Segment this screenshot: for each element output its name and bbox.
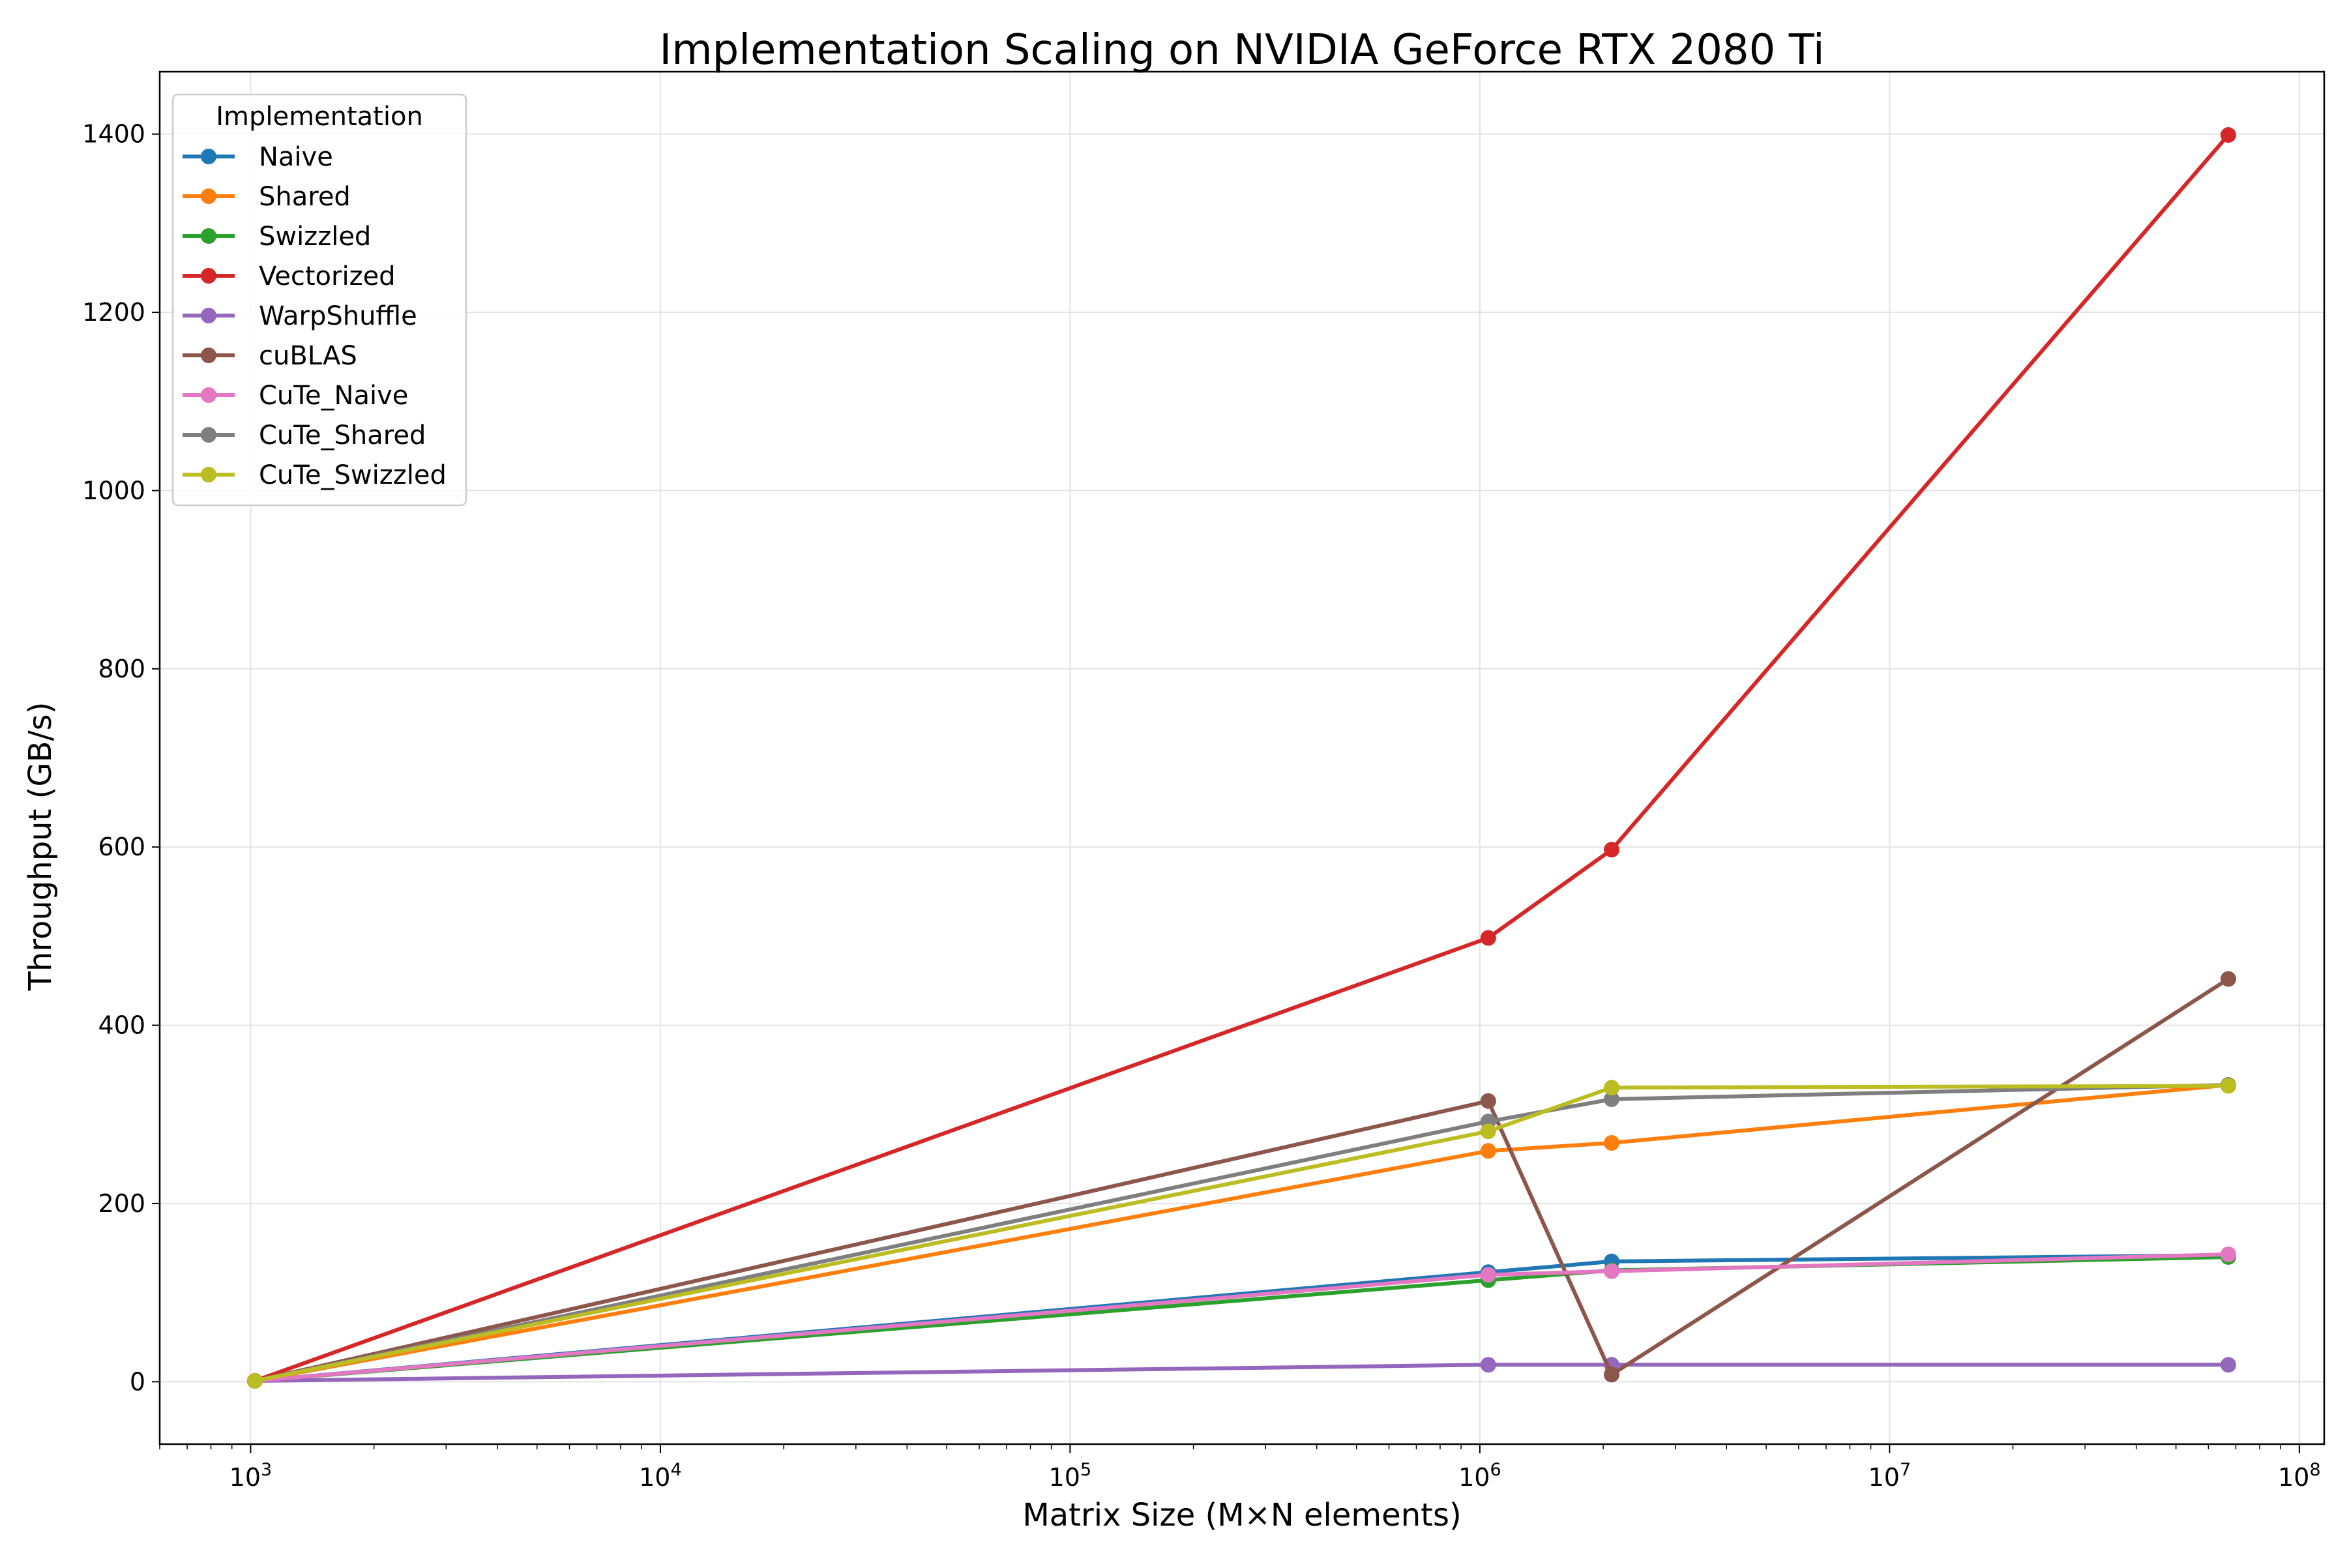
x-tick-layer: 103 104 105 106 107 108 xyxy=(159,1444,2321,1492)
y-tick-label: 1200 xyxy=(82,298,145,327)
y-tick-label: 200 xyxy=(98,1189,145,1218)
y-tick-label: 1400 xyxy=(82,120,145,149)
y-tick-layer: 0 200 400 600 800 1000 1200 1400 xyxy=(82,120,160,1396)
data-point xyxy=(1604,1367,1620,1383)
legend-swatch-marker xyxy=(201,387,216,403)
legend-label: Naive xyxy=(259,142,333,172)
x-tick-exponent: 4 xyxy=(670,1460,681,1480)
x-tick-label: 108 xyxy=(2278,1460,2321,1492)
x-axis-label: Matrix Size (M×N elements) xyxy=(1022,1497,1461,1533)
data-point xyxy=(1604,842,1620,858)
x-tick-label: 105 xyxy=(1049,1460,1092,1492)
legend-swatch-marker xyxy=(201,467,216,482)
data-point xyxy=(2220,1078,2236,1094)
legend-label: WarpShuffle xyxy=(259,301,417,331)
legend-item: Shared xyxy=(183,182,351,212)
x-tick-base: 10 xyxy=(1049,1463,1080,1492)
legend-swatch-marker xyxy=(201,427,216,443)
legend-swatch-marker xyxy=(201,348,216,363)
series-line xyxy=(252,1083,2230,1383)
x-tick-base: 10 xyxy=(2278,1463,2309,1492)
legend-items: Naive Shared Swizzled Vectorized WarpShuffle… xyxy=(183,142,447,490)
data-point xyxy=(2220,127,2236,143)
data-point xyxy=(2220,1246,2236,1262)
x-tick-label: 103 xyxy=(229,1460,273,1492)
series-line xyxy=(252,977,2230,1383)
legend: Implementation Naive Shared Swizzled Vector… xyxy=(171,93,467,507)
y-tick-label: 600 xyxy=(98,833,145,861)
series-line xyxy=(252,1363,2230,1383)
data-point xyxy=(2220,971,2236,987)
legend-item: CuTe_Naive xyxy=(183,381,408,411)
legend-item: Vectorized xyxy=(183,261,396,291)
data-point xyxy=(1480,1357,1496,1373)
x-tick-exponent: 5 xyxy=(1080,1460,1091,1480)
series-line xyxy=(252,1084,2230,1383)
data-point xyxy=(1480,930,1496,946)
legend-swatch-marker xyxy=(201,308,216,323)
legend-label: CuTe_Shared xyxy=(259,421,426,451)
x-tick-base: 10 xyxy=(1868,1463,1900,1492)
legend-label: Swizzled xyxy=(259,222,371,252)
data-point xyxy=(1604,1080,1620,1096)
data-point xyxy=(1480,1123,1496,1140)
series-layer xyxy=(246,127,2236,1389)
legend-swatch-marker xyxy=(201,188,216,204)
legend-swatch-marker xyxy=(201,268,216,284)
series-line xyxy=(252,1252,2230,1383)
y-axis-label: Throughput (GB/s) xyxy=(22,702,59,992)
x-tick-exponent: 3 xyxy=(261,1460,272,1480)
legend-swatch-marker xyxy=(201,149,216,164)
x-tick-exponent: 8 xyxy=(2309,1460,2320,1480)
x-tick-label: 104 xyxy=(639,1460,682,1492)
x-tick-label: 107 xyxy=(1868,1460,1912,1492)
legend-label: Vectorized xyxy=(259,261,396,291)
legend-item: cuBLAS xyxy=(183,341,357,371)
legend-label: cuBLAS xyxy=(259,341,357,371)
data-point xyxy=(1480,1143,1496,1159)
data-point xyxy=(1604,1091,1620,1108)
legend-item: CuTe_Shared xyxy=(183,421,426,451)
series-line xyxy=(252,133,2230,1383)
y-tick-label: 1000 xyxy=(82,476,145,505)
legend-label: CuTe_Swizzled xyxy=(259,460,447,490)
y-tick-label: 0 xyxy=(130,1367,145,1396)
data-point xyxy=(1480,1267,1496,1283)
x-tick-exponent: 7 xyxy=(1900,1460,1911,1480)
legend-item: Naive xyxy=(183,142,333,172)
x-tick-base: 10 xyxy=(1458,1463,1490,1492)
y-tick-label: 800 xyxy=(98,655,145,683)
legend-item: WarpShuffle xyxy=(183,301,417,331)
x-tick-label: 106 xyxy=(1458,1460,1501,1492)
series-cute-swizzled xyxy=(246,1078,2236,1389)
legend-label: CuTe_Naive xyxy=(259,381,408,411)
y-tick-label: 400 xyxy=(98,1011,145,1040)
x-tick-base: 10 xyxy=(229,1463,261,1492)
legend-swatch-marker xyxy=(201,228,216,244)
chart-title: Implementation Scaling on NVIDIA GeForce… xyxy=(659,26,1824,74)
data-point xyxy=(1604,1263,1620,1279)
legend-item: Swizzled xyxy=(183,222,371,252)
data-point xyxy=(1480,1093,1496,1109)
legend-label: Shared xyxy=(259,182,351,212)
data-point xyxy=(1604,1134,1620,1151)
x-tick-base: 10 xyxy=(639,1463,670,1492)
data-point xyxy=(246,1372,263,1389)
plot-frame xyxy=(158,70,2325,1445)
data-point xyxy=(2220,1357,2236,1373)
x-tick-exponent: 6 xyxy=(1490,1460,1501,1480)
legend-box xyxy=(171,93,467,507)
legend-item: CuTe_Swizzled xyxy=(183,460,447,490)
legend-title: Implementation xyxy=(216,102,423,132)
